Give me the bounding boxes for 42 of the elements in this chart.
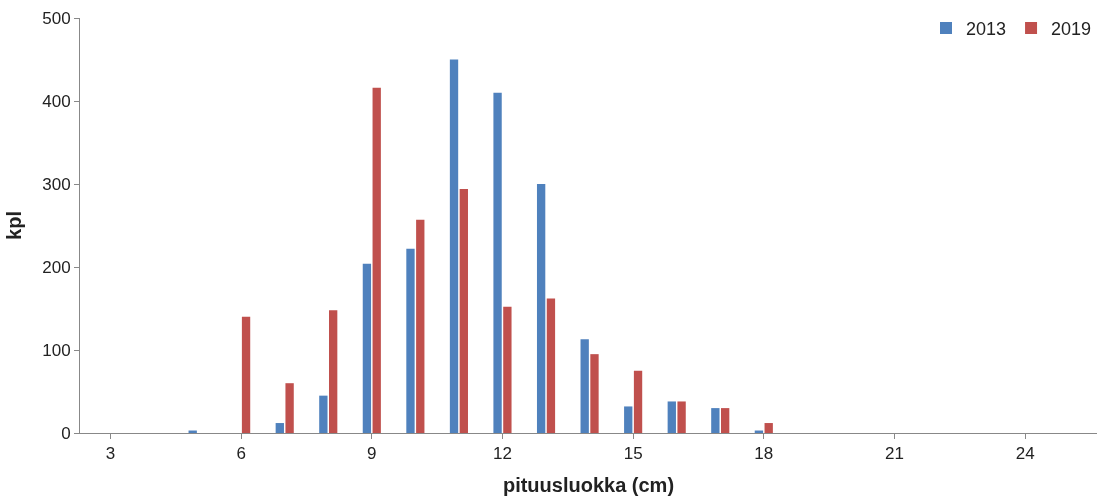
x-axis-title: pituusluokka (cm) [502,473,675,496]
bar [275,423,284,433]
x-tick-label: 3 [105,444,116,464]
bar [624,406,633,433]
bar [711,408,720,433]
bar [580,339,589,433]
x-tick-label: 6 [236,444,246,464]
x-tick-label: 18 [754,444,774,464]
legend-label: 2013 [966,18,1007,39]
bar [241,316,251,433]
bar [449,59,459,433]
bar [546,298,556,433]
y-tick-label: 400 [42,91,71,111]
bar [319,395,328,433]
bar [590,354,599,433]
y-tick-label: 300 [42,174,71,194]
bar [285,383,294,433]
bar [329,310,338,433]
x-tick-label: 21 [885,444,904,464]
bar [493,92,502,433]
bar [406,248,415,433]
y-tick-label: 500 [42,8,71,28]
bar [416,219,425,433]
bar [720,408,730,433]
bar [764,423,773,433]
bar [503,306,512,433]
bar [677,401,686,433]
x-tick-label: 24 [1015,444,1035,464]
legend-label: 2019 [1051,18,1092,39]
x-tick-label: 15 [623,444,643,464]
bar [633,370,643,433]
y-tick-label: 100 [42,340,71,360]
x-tick-label: 12 [493,444,512,464]
y-tick-label: 200 [42,257,71,277]
bar [372,87,381,433]
bar [459,188,468,433]
x-tick-label: 9 [367,444,377,464]
bar [362,263,372,433]
bar [536,184,546,433]
bar [667,401,676,433]
y-axis-title: kpl [2,211,25,240]
y-tick-label: 0 [61,423,71,443]
